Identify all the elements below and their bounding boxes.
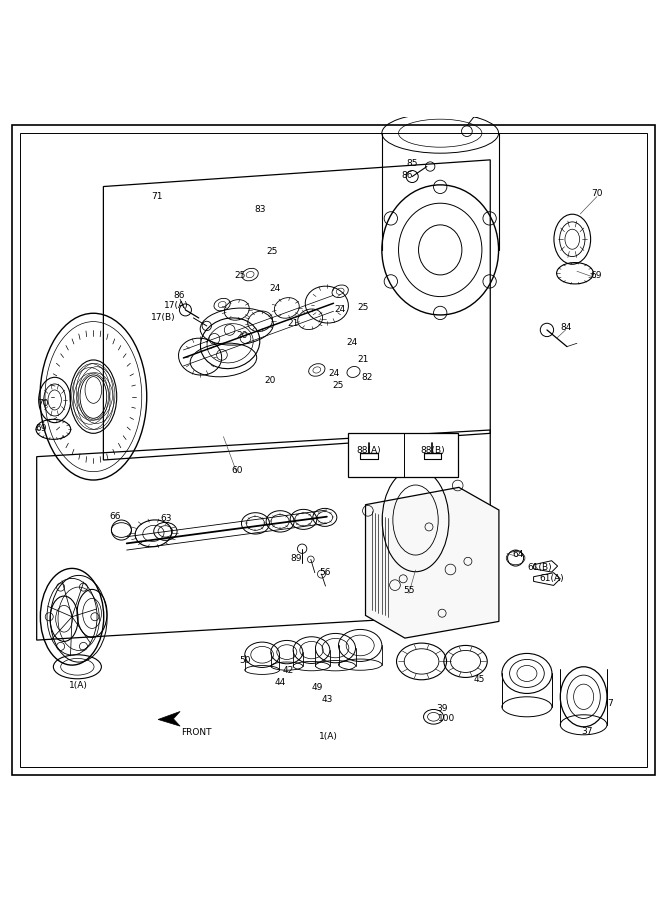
Polygon shape bbox=[158, 712, 180, 726]
Text: 61(A): 61(A) bbox=[540, 574, 564, 583]
Text: 86: 86 bbox=[173, 291, 185, 300]
Text: 85: 85 bbox=[406, 158, 418, 167]
Text: 88(A): 88(A) bbox=[357, 446, 381, 454]
Text: 49: 49 bbox=[311, 683, 323, 692]
Text: 21: 21 bbox=[287, 320, 299, 328]
Text: 44: 44 bbox=[275, 679, 285, 688]
Text: 17(B): 17(B) bbox=[151, 313, 175, 322]
Text: FRONT: FRONT bbox=[181, 727, 212, 736]
Text: 43: 43 bbox=[321, 695, 334, 704]
Text: 24: 24 bbox=[335, 305, 346, 314]
Text: 100: 100 bbox=[438, 715, 456, 724]
Text: 69: 69 bbox=[35, 424, 47, 433]
Text: 37: 37 bbox=[581, 727, 593, 736]
Text: 39: 39 bbox=[436, 705, 448, 714]
Text: 86: 86 bbox=[401, 171, 413, 180]
Text: 70: 70 bbox=[37, 400, 49, 409]
Text: 7: 7 bbox=[607, 699, 612, 708]
Text: 88(B): 88(B) bbox=[420, 446, 444, 454]
Text: 1(A): 1(A) bbox=[69, 681, 88, 690]
Text: 71: 71 bbox=[151, 192, 163, 201]
Text: 64: 64 bbox=[512, 550, 524, 559]
Text: 24: 24 bbox=[328, 369, 339, 378]
Text: 84: 84 bbox=[560, 323, 572, 332]
Polygon shape bbox=[366, 488, 499, 638]
Text: 45: 45 bbox=[474, 675, 486, 684]
Text: 25: 25 bbox=[234, 271, 246, 280]
Text: 63: 63 bbox=[160, 514, 172, 523]
Text: 42: 42 bbox=[283, 666, 293, 675]
Text: 25: 25 bbox=[266, 248, 278, 256]
Text: 82: 82 bbox=[362, 373, 374, 382]
Text: 89: 89 bbox=[290, 554, 302, 562]
Text: 25: 25 bbox=[358, 302, 370, 311]
Text: 25: 25 bbox=[332, 382, 344, 391]
Text: 20: 20 bbox=[236, 331, 248, 340]
Text: 21: 21 bbox=[358, 356, 370, 364]
Text: 17(A): 17(A) bbox=[165, 302, 189, 310]
Text: 56: 56 bbox=[319, 568, 331, 577]
Text: 83: 83 bbox=[254, 205, 266, 214]
Text: 24: 24 bbox=[346, 338, 357, 347]
Bar bbox=[348, 433, 458, 477]
Text: 55: 55 bbox=[403, 586, 415, 595]
Text: 61(B): 61(B) bbox=[528, 562, 552, 572]
Text: 66: 66 bbox=[109, 512, 121, 521]
Text: 60: 60 bbox=[231, 466, 243, 475]
Text: 20: 20 bbox=[264, 376, 276, 385]
Text: 50: 50 bbox=[239, 655, 251, 664]
Text: 70: 70 bbox=[591, 189, 603, 198]
Text: 69: 69 bbox=[590, 271, 602, 280]
Text: 24: 24 bbox=[270, 284, 281, 293]
Text: 1(A): 1(A) bbox=[319, 733, 338, 742]
